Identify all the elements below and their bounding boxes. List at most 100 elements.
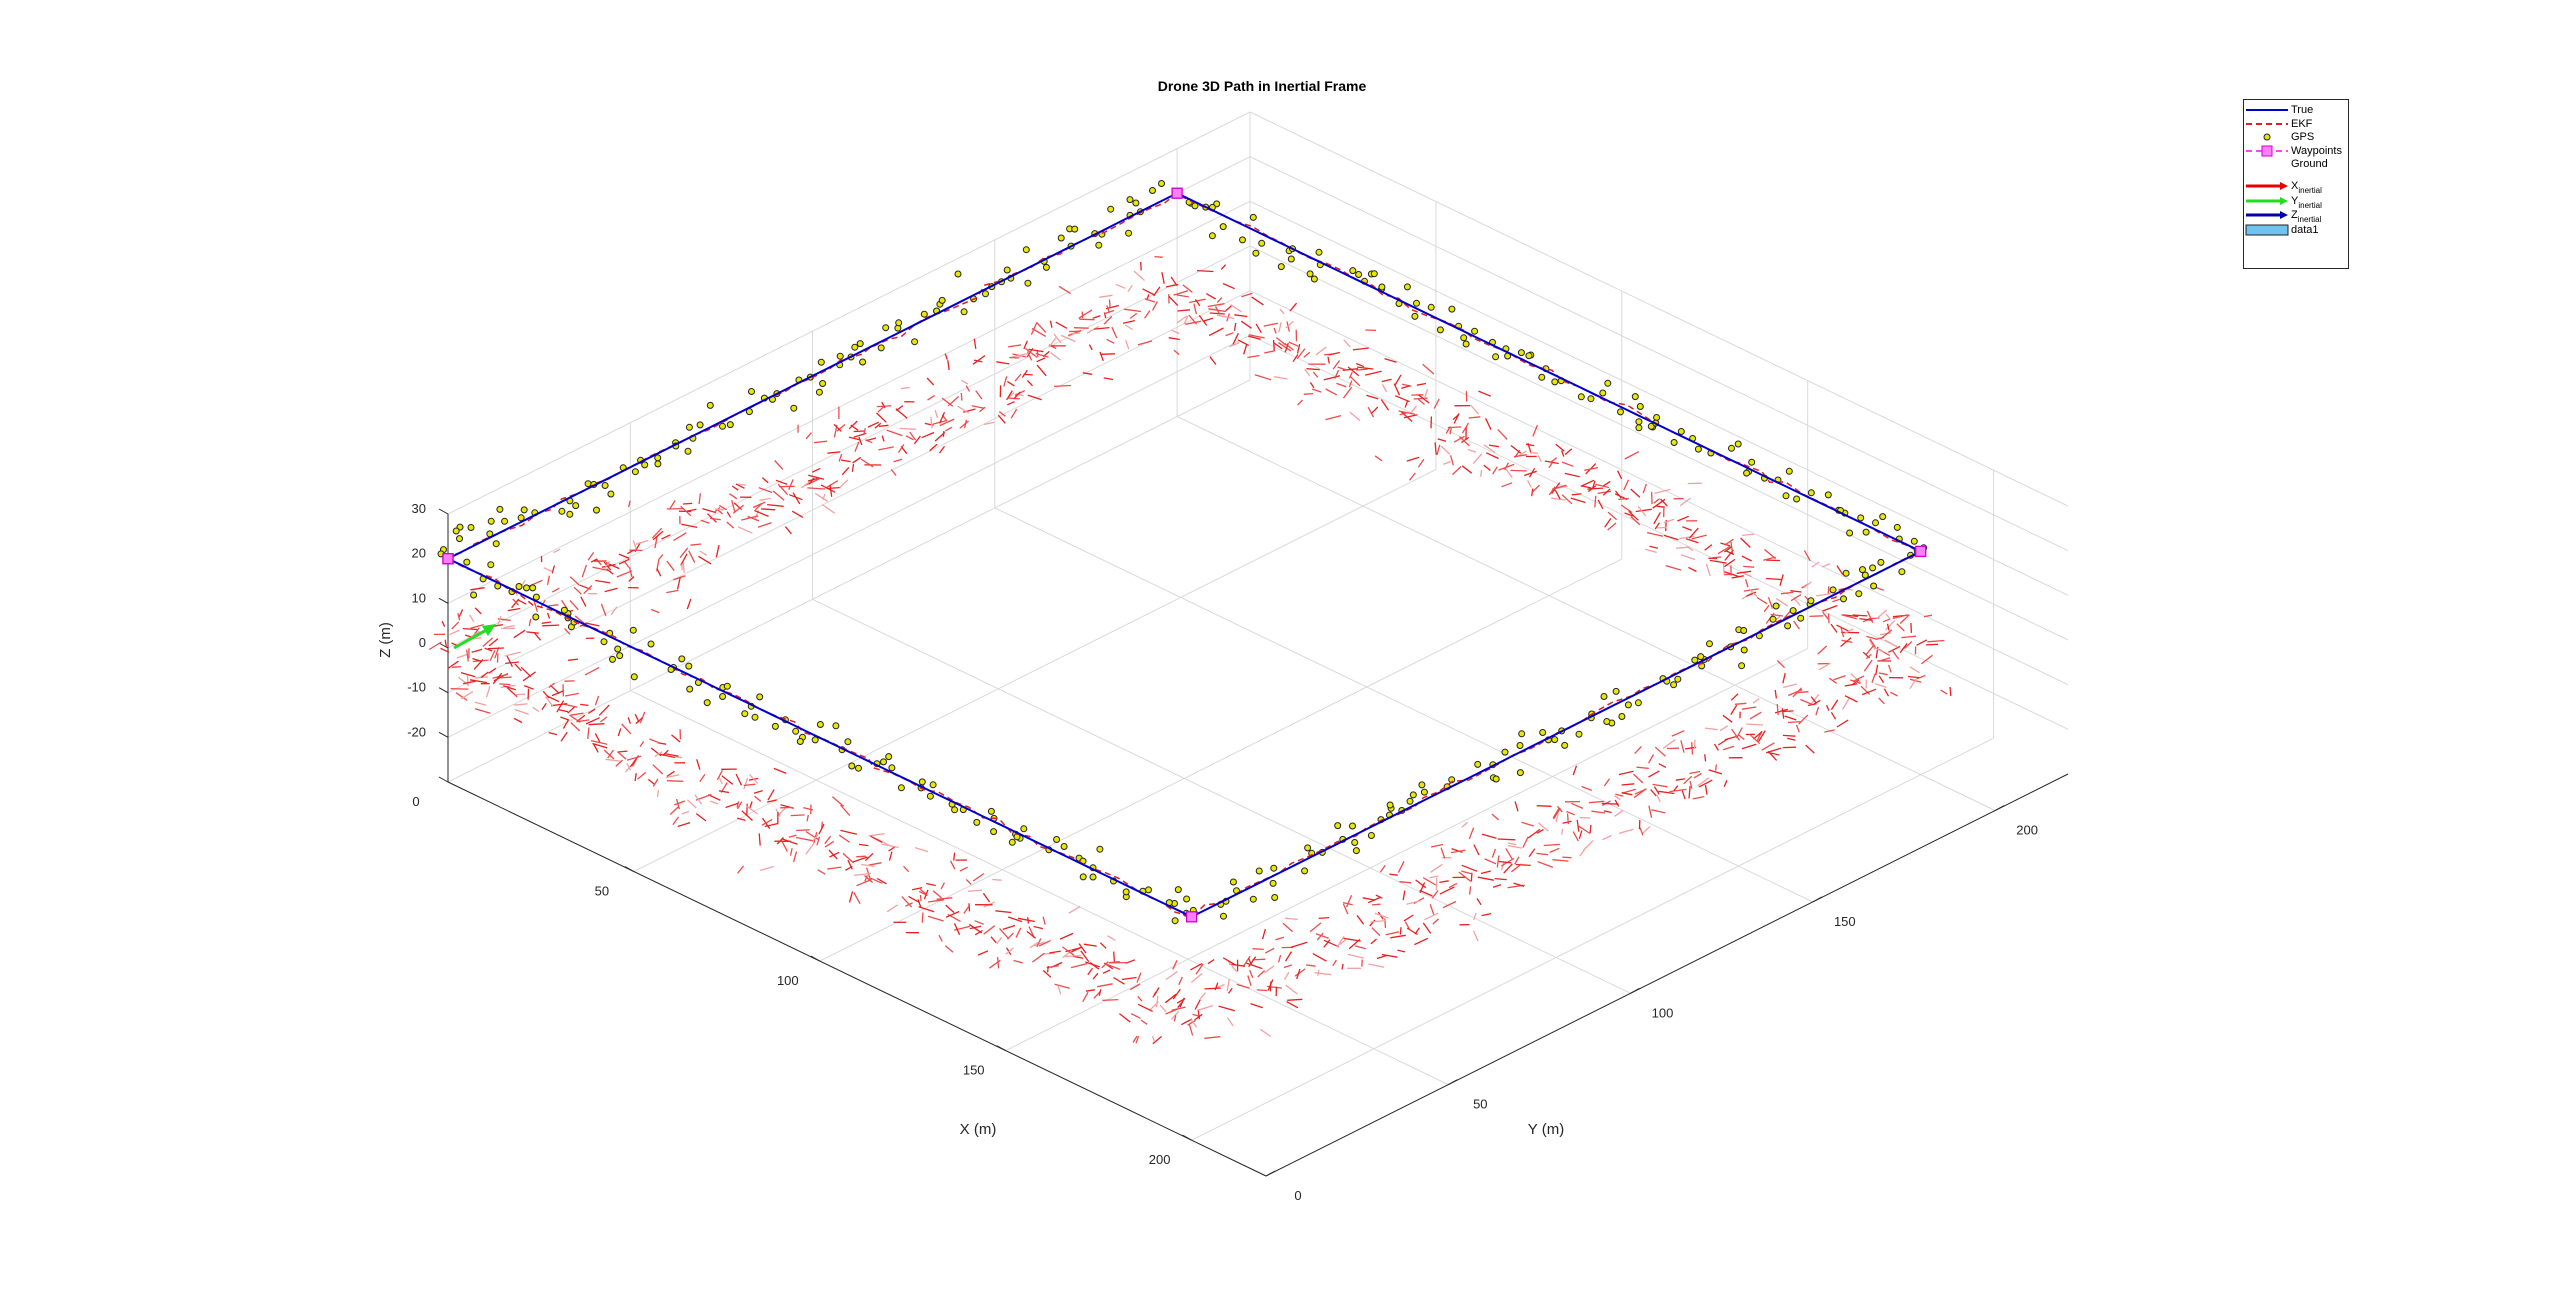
- ekf-quiver-arrow: [1099, 351, 1104, 362]
- gps-point: [1694, 445, 1702, 453]
- ekf-quiver-arrow: [816, 836, 821, 846]
- legend-item-x-inertial[interactable]: Xinertial: [2244, 179, 2348, 195]
- legend-item-data1[interactable]: data1: [2244, 223, 2348, 237]
- ekf-quiver-arrow: [1866, 635, 1878, 641]
- ekf-quiver-arrow: [840, 804, 851, 817]
- ekf-quiver-arrow: [702, 507, 717, 514]
- gps-point: [926, 792, 934, 800]
- ekf-quiver-arrow: [999, 927, 1009, 939]
- ekf-quiver-arrow: [1417, 398, 1425, 405]
- legend-item-true[interactable]: True: [2244, 103, 2348, 117]
- ekf-quiver-arrow: [488, 638, 499, 647]
- ekf-quiver-arrow: [737, 865, 745, 874]
- ekf-quiver-arrow: [1046, 965, 1049, 973]
- ekf-quiver-arrow: [1548, 486, 1556, 496]
- legend-item-waypoints[interactable]: Waypoints: [2244, 144, 2348, 158]
- ekf-quiver-arrow: [930, 416, 933, 429]
- gps-point: [1624, 701, 1632, 709]
- ekf-quiver-arrow: [460, 691, 474, 700]
- ekf-quiver-arrow: [1403, 414, 1418, 419]
- ekf-quiver-arrow: [1514, 801, 1519, 812]
- ekf-quiver-arrow: [901, 896, 913, 908]
- y-tick-label: 0: [1294, 1188, 1301, 1203]
- ekf-quiver-arrow: [1233, 322, 1237, 331]
- gps-point: [566, 510, 574, 518]
- ekf-quiver-arrow: [1510, 444, 1522, 454]
- ekf-quiver-arrow: [1137, 1003, 1153, 1012]
- ekf-quiver-arrow: [746, 805, 758, 815]
- legend[interactable]: True EKF GPS Waypoints Ground Xinertial Yinert…: [2243, 99, 2349, 269]
- ekf-quiver-arrow: [523, 684, 534, 690]
- ekf-quiver-arrow: [1504, 462, 1510, 471]
- ekf-quiver-arrow: [1654, 746, 1667, 757]
- ekf-quiver-arrow: [533, 632, 542, 641]
- ekf-quiver-arrow: [1841, 698, 1850, 710]
- y-tick-mark: [1448, 1079, 1458, 1086]
- legend-label: Ground: [2291, 158, 2328, 171]
- ekf-quiver-arrow: [1730, 704, 1738, 715]
- gps-point: [593, 506, 600, 514]
- ekf-quiver-arrow: [814, 440, 828, 444]
- ekf-quiver-arrow: [1092, 972, 1099, 980]
- ekf-quiver-arrow: [1798, 714, 1809, 725]
- ekf-quiver-arrow: [1242, 955, 1251, 968]
- ekf-quiver-arrow: [1840, 627, 1845, 638]
- gps-point: [1501, 748, 1509, 756]
- legend-item-z-inertial[interactable]: Zinertial: [2244, 208, 2348, 224]
- ekf-quiver-arrow: [1153, 987, 1160, 996]
- ekf-quiver-arrow: [1681, 790, 1686, 800]
- ekf-quiver-arrow: [1049, 320, 1053, 328]
- ekf-quiver-arrow: [1368, 963, 1385, 968]
- ekf-quiver-arrow: [854, 441, 860, 452]
- gps-point: [1349, 267, 1357, 275]
- legend-item-ekf[interactable]: EKF: [2244, 117, 2348, 131]
- ekf-quiver-arrow: [503, 685, 516, 691]
- ekf-quiver-arrow: [1603, 810, 1612, 814]
- ekf-quiver-arrow: [666, 780, 684, 782]
- ekf-quiver-arrow: [596, 559, 602, 566]
- legend-symbol: [2246, 109, 2288, 111]
- legend-item-ground[interactable]: Ground: [2244, 157, 2348, 171]
- ekf-quiver-arrow: [1287, 998, 1303, 1001]
- gps-point: [560, 606, 568, 614]
- ekf-quiver-arrow: [1007, 916, 1023, 923]
- ekf-quiver-arrow: [1554, 489, 1561, 500]
- ekf-quiver-arrow: [1572, 765, 1578, 776]
- ekf-quiver-arrow: [1190, 972, 1203, 983]
- ekf-quiver-arrow: [1478, 390, 1492, 397]
- ekf-quiver-arrow: [1043, 952, 1055, 955]
- ekf-quiver-arrow: [1717, 737, 1729, 746]
- ekf-quiver-arrow: [1525, 443, 1535, 447]
- ekf-quiver-arrow: [868, 833, 885, 837]
- ekf-quiver-arrow: [1885, 620, 1896, 631]
- gps-point: [470, 591, 478, 599]
- gps-point: [1691, 656, 1699, 664]
- ekf-quiver-arrow: [484, 647, 493, 652]
- ekf-quiver-arrow: [514, 708, 529, 715]
- floor-grid-x: [447, 379, 1251, 783]
- ekf-quiver-arrow: [1104, 309, 1115, 315]
- ekf-quiver-arrow: [938, 934, 943, 942]
- gps-point: [1462, 340, 1470, 348]
- ekf-quiver-arrow: [1129, 983, 1141, 991]
- ekf-quiver-arrow: [637, 771, 647, 780]
- legend-item-gps[interactable]: GPS: [2244, 130, 2348, 144]
- ekf-quiver-arrow: [654, 535, 658, 549]
- ekf-quiver-arrow: [1583, 840, 1594, 851]
- ekf-quiver-arrow: [1916, 639, 1928, 646]
- ekf-quiver-arrow: [1283, 964, 1292, 969]
- legend-item-y-inertial[interactable]: Yinertial: [2244, 194, 2348, 210]
- ekf-quiver-arrow: [886, 429, 903, 437]
- ekf-quiver-arrow: [870, 877, 883, 884]
- ekf-quiver-arrow: [551, 702, 568, 707]
- ekf-quiver-arrow: [1243, 343, 1248, 355]
- gps-point: [1008, 838, 1016, 846]
- ekf-quiver-arrow: [1254, 374, 1272, 381]
- gps-point: [1229, 878, 1237, 886]
- gps-point: [1561, 741, 1569, 749]
- ekf-quiver-arrow: [1296, 968, 1301, 980]
- ekf-quiver-arrow: [1811, 561, 1820, 568]
- ekf-quiver-arrow: [826, 480, 839, 489]
- ekf-quiver-arrow: [1923, 614, 1933, 618]
